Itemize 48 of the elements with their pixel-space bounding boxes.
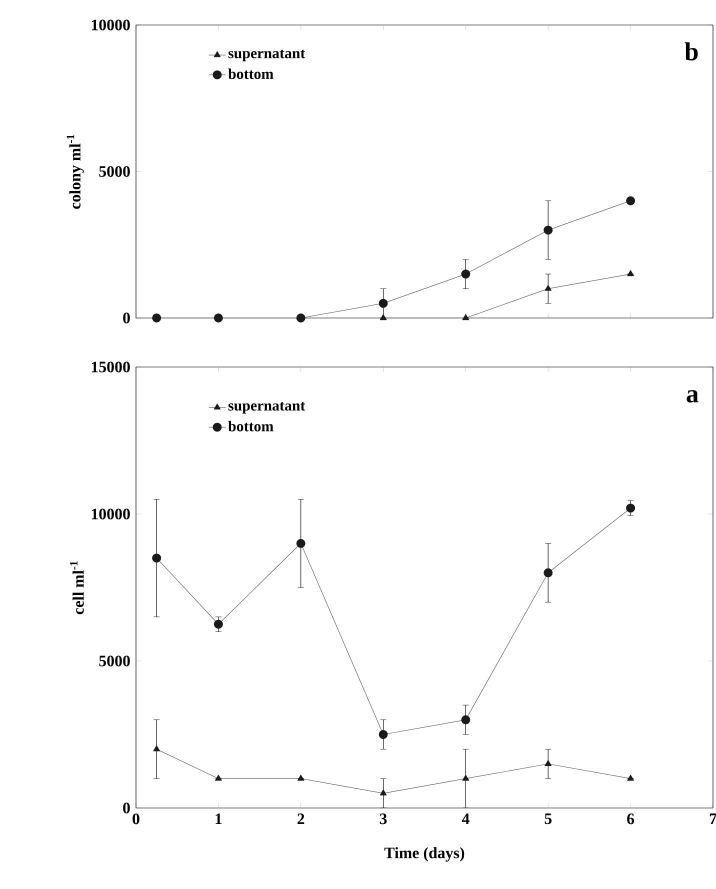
y-tick-label: 5000 [99,656,130,666]
point [462,774,470,781]
point [544,568,553,578]
point [461,715,470,724]
point [152,554,162,563]
point [627,270,634,276]
point [296,538,306,548]
point [378,730,388,739]
point [296,313,306,322]
y-tick-label: 10000 [92,20,130,30]
y-tick-label: 0 [123,312,130,324]
point [544,284,552,291]
x-tick-label: 5 [544,814,552,824]
legend-label: supernatant [228,50,306,62]
x-tick-label: 6 [627,814,634,824]
y-tick-label: 15000 [92,362,130,372]
legend-label: bottom [228,420,274,432]
point [544,760,552,766]
y-tick-label: 10000 [92,508,130,520]
y-axis-title: colony ml$^{-1}$ [66,134,84,209]
legend-label: supernatant [228,402,306,414]
point [461,270,470,279]
x-tick-label: 2 [298,814,304,824]
point [152,313,162,322]
point [297,774,304,781]
point [153,745,160,752]
point [626,504,636,513]
annotation: a [686,390,698,403]
point [214,313,223,322]
point [380,789,387,796]
y-tick-label: 0 [123,802,130,814]
point [380,314,387,320]
point [378,298,388,308]
x-tick-label: 1 [216,814,222,824]
x-axis-title: Time (days) [384,847,464,862]
point [214,620,223,629]
y-axis-title: cell ml$^{-1}$ [70,561,84,614]
point [215,774,222,781]
point [627,774,634,781]
x-tick-label: 0 [132,814,140,824]
point [626,196,636,206]
y-tick-label: 5000 [99,166,130,177]
point [544,226,553,235]
annotation: b [684,42,698,60]
legend-label: bottom [228,68,274,79]
x-tick-label: 4 [462,814,470,824]
point [462,314,470,320]
x-tick-label: 3 [380,814,387,824]
